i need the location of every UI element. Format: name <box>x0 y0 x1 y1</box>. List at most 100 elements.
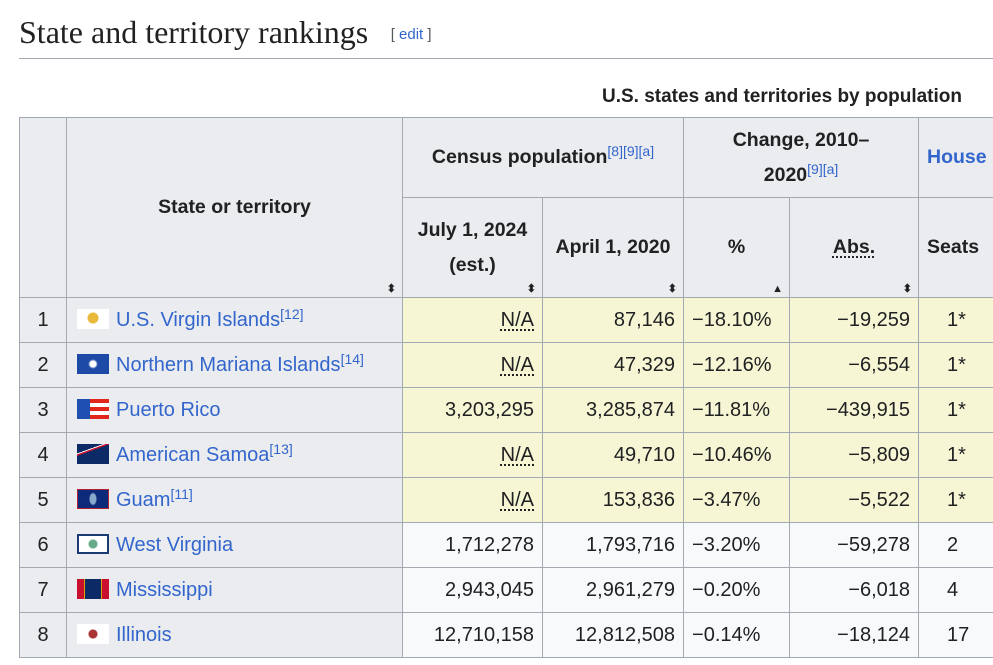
state-link[interactable]: Illinois <box>116 623 172 646</box>
state-cell: American Samoa[13] <box>66 432 403 478</box>
illinois-flag-icon[interactable] <box>77 623 109 644</box>
rank-cell: 8 <box>19 612 67 658</box>
july2024-value: 1,712,278 <box>445 533 534 556</box>
pct-change-cell: −3.47% <box>683 477 791 523</box>
july2024-cell: N/A <box>402 342 543 388</box>
april2020-cell: 1,793,716 <box>541 522 685 568</box>
sort-both-icon[interactable]: ⬍ <box>667 283 678 295</box>
april2020-header[interactable]: April 1, 2020 ⬍ <box>541 197 685 298</box>
change-refs[interactable]: [9][a] <box>807 160 839 177</box>
abs-label: Abs. <box>832 236 876 258</box>
pct-change-cell: −3.20% <box>683 522 791 568</box>
state-cell: West Virginia <box>66 522 403 568</box>
sort-both-icon[interactable]: ⬍ <box>526 283 536 295</box>
seats-cell: 17 <box>918 612 993 658</box>
reference-link[interactable]: [14] <box>340 350 364 367</box>
pct-change-cell: −18.10% <box>683 297 791 343</box>
abs-change-cell: −6,554 <box>789 342 920 388</box>
april2020-cell: 12,812,508 <box>541 612 685 658</box>
abs-header[interactable]: Abs. ⬍ <box>789 197 920 298</box>
july2024-cell: 1,712,278 <box>402 522 543 568</box>
july2024-value: N/A <box>500 353 534 376</box>
abs-change-cell: −19,259 <box>789 297 920 343</box>
july2024-value: N/A <box>500 488 534 511</box>
state-header[interactable]: State or territory ⬍ <box>66 117 403 298</box>
april2020-label: April 1, 2020 <box>555 236 671 258</box>
sort-ascending-icon[interactable]: ▲ <box>772 283 784 295</box>
rank-header <box>19 117 67 298</box>
west-virginia-flag-icon[interactable] <box>77 533 109 554</box>
state-cell: Puerto Rico <box>66 387 403 433</box>
pct-label: % <box>727 236 746 258</box>
house-link[interactable]: House <box>927 146 987 168</box>
state-link[interactable]: American Samoa <box>116 443 270 466</box>
abs-change-cell: −18,124 <box>789 612 920 658</box>
northern-mariana-islands-flag-icon[interactable] <box>77 353 109 374</box>
state-link[interactable]: Guam <box>116 488 171 511</box>
april2020-cell: 2,961,279 <box>541 567 685 613</box>
seats-cell: 1* <box>918 477 993 523</box>
table-caption: U.S. states and territories by populatio… <box>601 86 962 107</box>
april2020-cell: 47,329 <box>541 342 685 388</box>
reference-link[interactable]: [13] <box>269 440 293 457</box>
table-row: 3 Puerto Rico 3,203,295 3,285,874 −11.81% −43… <box>19 387 993 433</box>
table-row: 8 Illinois 12,710,158 12,812,508 −0.14% −18,1… <box>19 612 993 658</box>
state-link[interactable]: West Virginia <box>116 533 234 556</box>
seats-header[interactable]: Seats⬍ <box>918 197 993 298</box>
april2020-cell: 153,836 <box>541 477 685 523</box>
state-link[interactable]: U.S. Virgin Islands <box>116 308 281 331</box>
abs-change-cell: −439,915 <box>789 387 920 433</box>
pct-change-cell: −11.81% <box>683 387 791 433</box>
april2020-cell: 87,146 <box>541 297 685 343</box>
house-header[interactable]: House <box>918 117 993 198</box>
state-link[interactable]: Mississippi <box>116 578 213 601</box>
july2024-cell: N/A <box>402 297 543 343</box>
july2024-value: 12,710,158 <box>433 623 534 646</box>
july2024-value: N/A <box>500 308 534 331</box>
seats-label: Seats <box>927 236 980 258</box>
state-cell: U.S. Virgin Islands[12] <box>66 297 403 343</box>
census-header-label: Census population <box>431 146 608 168</box>
change-header: Change, 2010–2020[9][a] <box>683 117 920 198</box>
american-samoa-flag-icon[interactable] <box>77 443 109 464</box>
abs-change-cell: −5,522 <box>789 477 920 523</box>
abs-change-cell: −5,809 <box>789 432 920 478</box>
july2024-cell: N/A <box>402 432 543 478</box>
rank-cell: 4 <box>19 432 67 478</box>
rank-cell: 2 <box>19 342 67 388</box>
pct-header[interactable]: % ▲ <box>683 197 791 298</box>
puerto-rico-flag-icon[interactable] <box>77 398 109 419</box>
rank-cell: 7 <box>19 567 67 613</box>
section-title: State and territory rankings <box>19 14 369 50</box>
july2024-cell: N/A <box>402 477 543 523</box>
rank-cell: 5 <box>19 477 67 523</box>
pct-change-cell: −0.14% <box>683 612 791 658</box>
reference-link[interactable]: [11] <box>170 485 193 502</box>
sort-both-icon[interactable]: ⬍ <box>902 283 913 295</box>
census-refs[interactable]: [8][9][a] <box>607 143 655 159</box>
seats-cell: 1* <box>918 432 993 478</box>
state-link[interactable]: Puerto Rico <box>116 398 221 421</box>
april2020-cell: 3,285,874 <box>541 387 685 433</box>
rank-cell: 1 <box>19 297 67 343</box>
state-header-label: State or territory <box>158 196 311 218</box>
july2024-header[interactable]: July 1, 2024 (est.) ⬍ <box>402 197 543 298</box>
sort-both-icon[interactable]: ⬍ <box>386 283 396 295</box>
mississippi-flag-icon[interactable] <box>77 578 109 599</box>
table-row: 1 U.S. Virgin Islands[12] N/A 87,146 −18.10%… <box>19 297 993 343</box>
abs-change-cell: −59,278 <box>789 522 920 568</box>
guam-flag-icon[interactable] <box>77 488 109 509</box>
seats-cell: 2 <box>918 522 993 568</box>
july2024-label: July 1, 2024 (est.) <box>417 218 528 276</box>
state-link[interactable]: Northern Mariana Islands <box>116 353 341 376</box>
population-table: State or territory ⬍ Census population[8]… <box>19 117 993 658</box>
state-cell: Guam[11] <box>66 477 403 523</box>
us-virgin-islands-flag-icon[interactable] <box>77 308 109 329</box>
july2024-cell: 2,943,045 <box>402 567 543 613</box>
rank-cell: 6 <box>19 522 67 568</box>
july2024-value: 3,203,295 <box>445 398 534 421</box>
edit-link[interactable]: edit <box>399 26 424 43</box>
seats-cell: 4 <box>918 567 993 613</box>
reference-link[interactable]: [12] <box>280 305 304 322</box>
seats-cell: 1* <box>918 387 993 433</box>
